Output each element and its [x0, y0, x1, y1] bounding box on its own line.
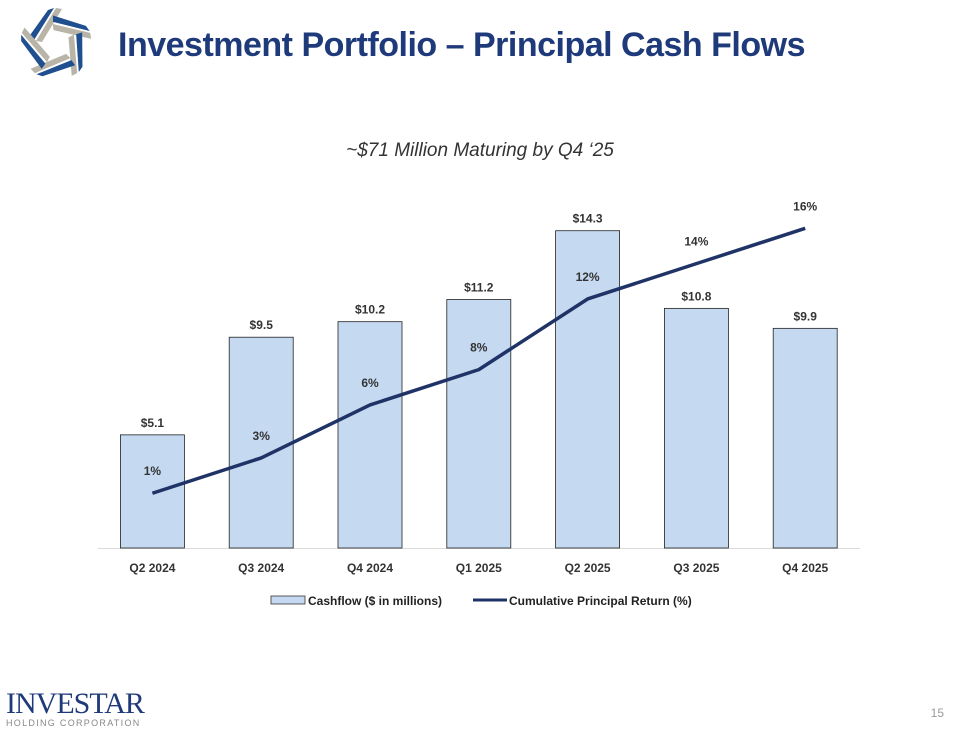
- line-label: 14%: [684, 235, 708, 249]
- legend-label-cumulative: Cumulative Principal Return (%): [509, 594, 692, 608]
- bar: [446, 299, 512, 549]
- bar-label: $5.1: [141, 416, 165, 430]
- bar-label: $11.2: [464, 281, 494, 295]
- chart: $5.1 1% $9.5 3% $10.2 6% $11.2 8% $14.3 12% $10.8 1…: [98, 199, 860, 608]
- x-tick-label: Q1 2025: [456, 561, 502, 575]
- footer-logo: INVESTAR HOLDING CORPORATION: [6, 687, 145, 729]
- legend-swatch-cashflow: [270, 595, 306, 605]
- page-number: 15: [930, 706, 944, 720]
- legend: Cashflow ($ in millions) Cumulative Prin…: [270, 594, 692, 608]
- bar-label: $10.8: [681, 289, 711, 303]
- page-title: Investment Portfolio – Principal Cash Fl…: [118, 26, 805, 64]
- line-label: 8%: [470, 341, 488, 355]
- legend-label-cashflow: Cashflow ($ in millions): [308, 594, 442, 608]
- bar: [228, 336, 294, 549]
- line-label: 1%: [144, 464, 162, 478]
- x-tick-label: Q2 2024: [129, 561, 175, 575]
- bar: [337, 321, 403, 549]
- x-tick-label: Q2 2025: [565, 561, 611, 575]
- bar: [555, 230, 620, 549]
- bar-label: $9.9: [794, 309, 818, 323]
- bar: [664, 307, 729, 549]
- line-label: 12%: [576, 270, 600, 284]
- chart-title: ~$71 Million Maturing by Q4 ‘25: [346, 140, 614, 161]
- x-tick-label: Q3 2025: [673, 561, 719, 575]
- x-tick-label: Q3 2024: [238, 561, 284, 575]
- bar-label: $10.2: [355, 303, 385, 317]
- x-tick-label: Q4 2025: [782, 561, 828, 575]
- bar-label: $9.5: [250, 318, 274, 332]
- line-label: 16%: [793, 199, 817, 213]
- bar-label: $14.3: [573, 212, 603, 226]
- star-logo-icon: [13, 6, 100, 84]
- cumulative-return-line: [151, 226, 806, 495]
- footer-logo-subtext: HOLDING CORPORATION: [6, 718, 141, 728]
- line-label: 3%: [253, 429, 271, 443]
- x-tick-label: Q4 2024: [347, 561, 393, 575]
- line-label: 6%: [361, 376, 379, 390]
- footer-logo-name: INVESTAR: [6, 687, 145, 720]
- bar: [772, 327, 838, 549]
